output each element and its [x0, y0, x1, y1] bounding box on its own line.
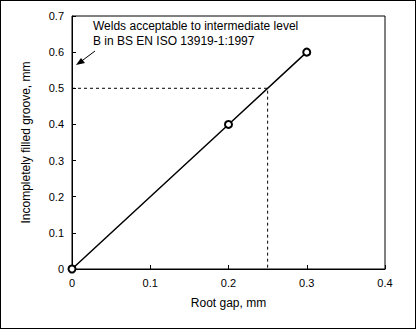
svg-text:0.5: 0.5 [49, 82, 64, 94]
svg-text:0.4: 0.4 [377, 277, 392, 289]
svg-text:B in BS EN ISO 13919-1:1997: B in BS EN ISO 13919-1:1997 [93, 34, 255, 48]
svg-text:0.3: 0.3 [49, 155, 64, 167]
svg-text:0.2: 0.2 [221, 277, 236, 289]
svg-text:Incompletely filled groove, mm: Incompletely filled groove, mm [19, 61, 33, 223]
svg-text:0.1: 0.1 [143, 277, 158, 289]
svg-text:0: 0 [58, 263, 64, 275]
svg-text:0.7: 0.7 [49, 10, 64, 22]
svg-text:0.2: 0.2 [49, 191, 64, 203]
svg-text:Root gap, mm: Root gap, mm [191, 296, 266, 310]
svg-text:0.6: 0.6 [49, 46, 64, 58]
svg-text:0.3: 0.3 [299, 277, 314, 289]
svg-text:Welds acceptable to intermedia: Welds acceptable to intermediate level [93, 19, 298, 33]
svg-text:0.1: 0.1 [49, 227, 64, 239]
svg-text:0: 0 [69, 277, 75, 289]
svg-text:0.4: 0.4 [49, 118, 64, 130]
